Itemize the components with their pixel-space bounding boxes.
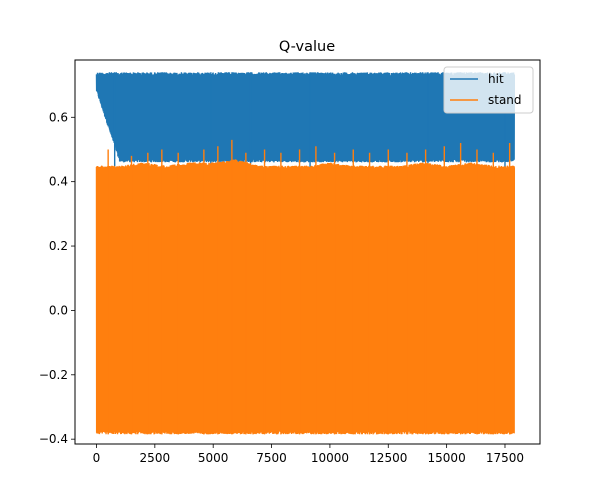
y-tick-label: 0.4	[49, 175, 68, 189]
x-axis: 0 2500 5000 7500 10000 12500 15000 17500	[93, 444, 524, 465]
plot-frame	[74, 59, 541, 445]
series-line-stand	[95, 159, 516, 435]
y-tick-label: 0.0	[49, 303, 68, 317]
legend: hit stand	[443, 66, 534, 114]
y-tick-label: 0.2	[49, 239, 68, 253]
y-tick-label: −0.2	[39, 368, 68, 382]
series-stand	[95, 139, 516, 435]
legend-label-hit: hit	[488, 72, 504, 86]
x-tick-label: 0	[93, 451, 101, 465]
x-tick-label: 12500	[369, 451, 407, 465]
x-tick-label: 2500	[140, 451, 171, 465]
y-tick-label: −0.4	[39, 432, 68, 446]
x-tick-label: 17500	[486, 451, 524, 465]
x-tick-label: 5000	[198, 451, 229, 465]
x-tick-label: 7500	[256, 451, 287, 465]
plot-area	[95, 72, 516, 435]
chart-title: Q-value	[279, 39, 335, 55]
legend-label-stand: stand	[488, 93, 522, 107]
x-tick-label: 15000	[428, 451, 466, 465]
x-tick-label: 10000	[311, 451, 349, 465]
y-axis: −0.4 −0.2 0.0 0.2 0.4 0.6	[39, 110, 75, 446]
y-tick-label: 0.6	[49, 110, 68, 124]
